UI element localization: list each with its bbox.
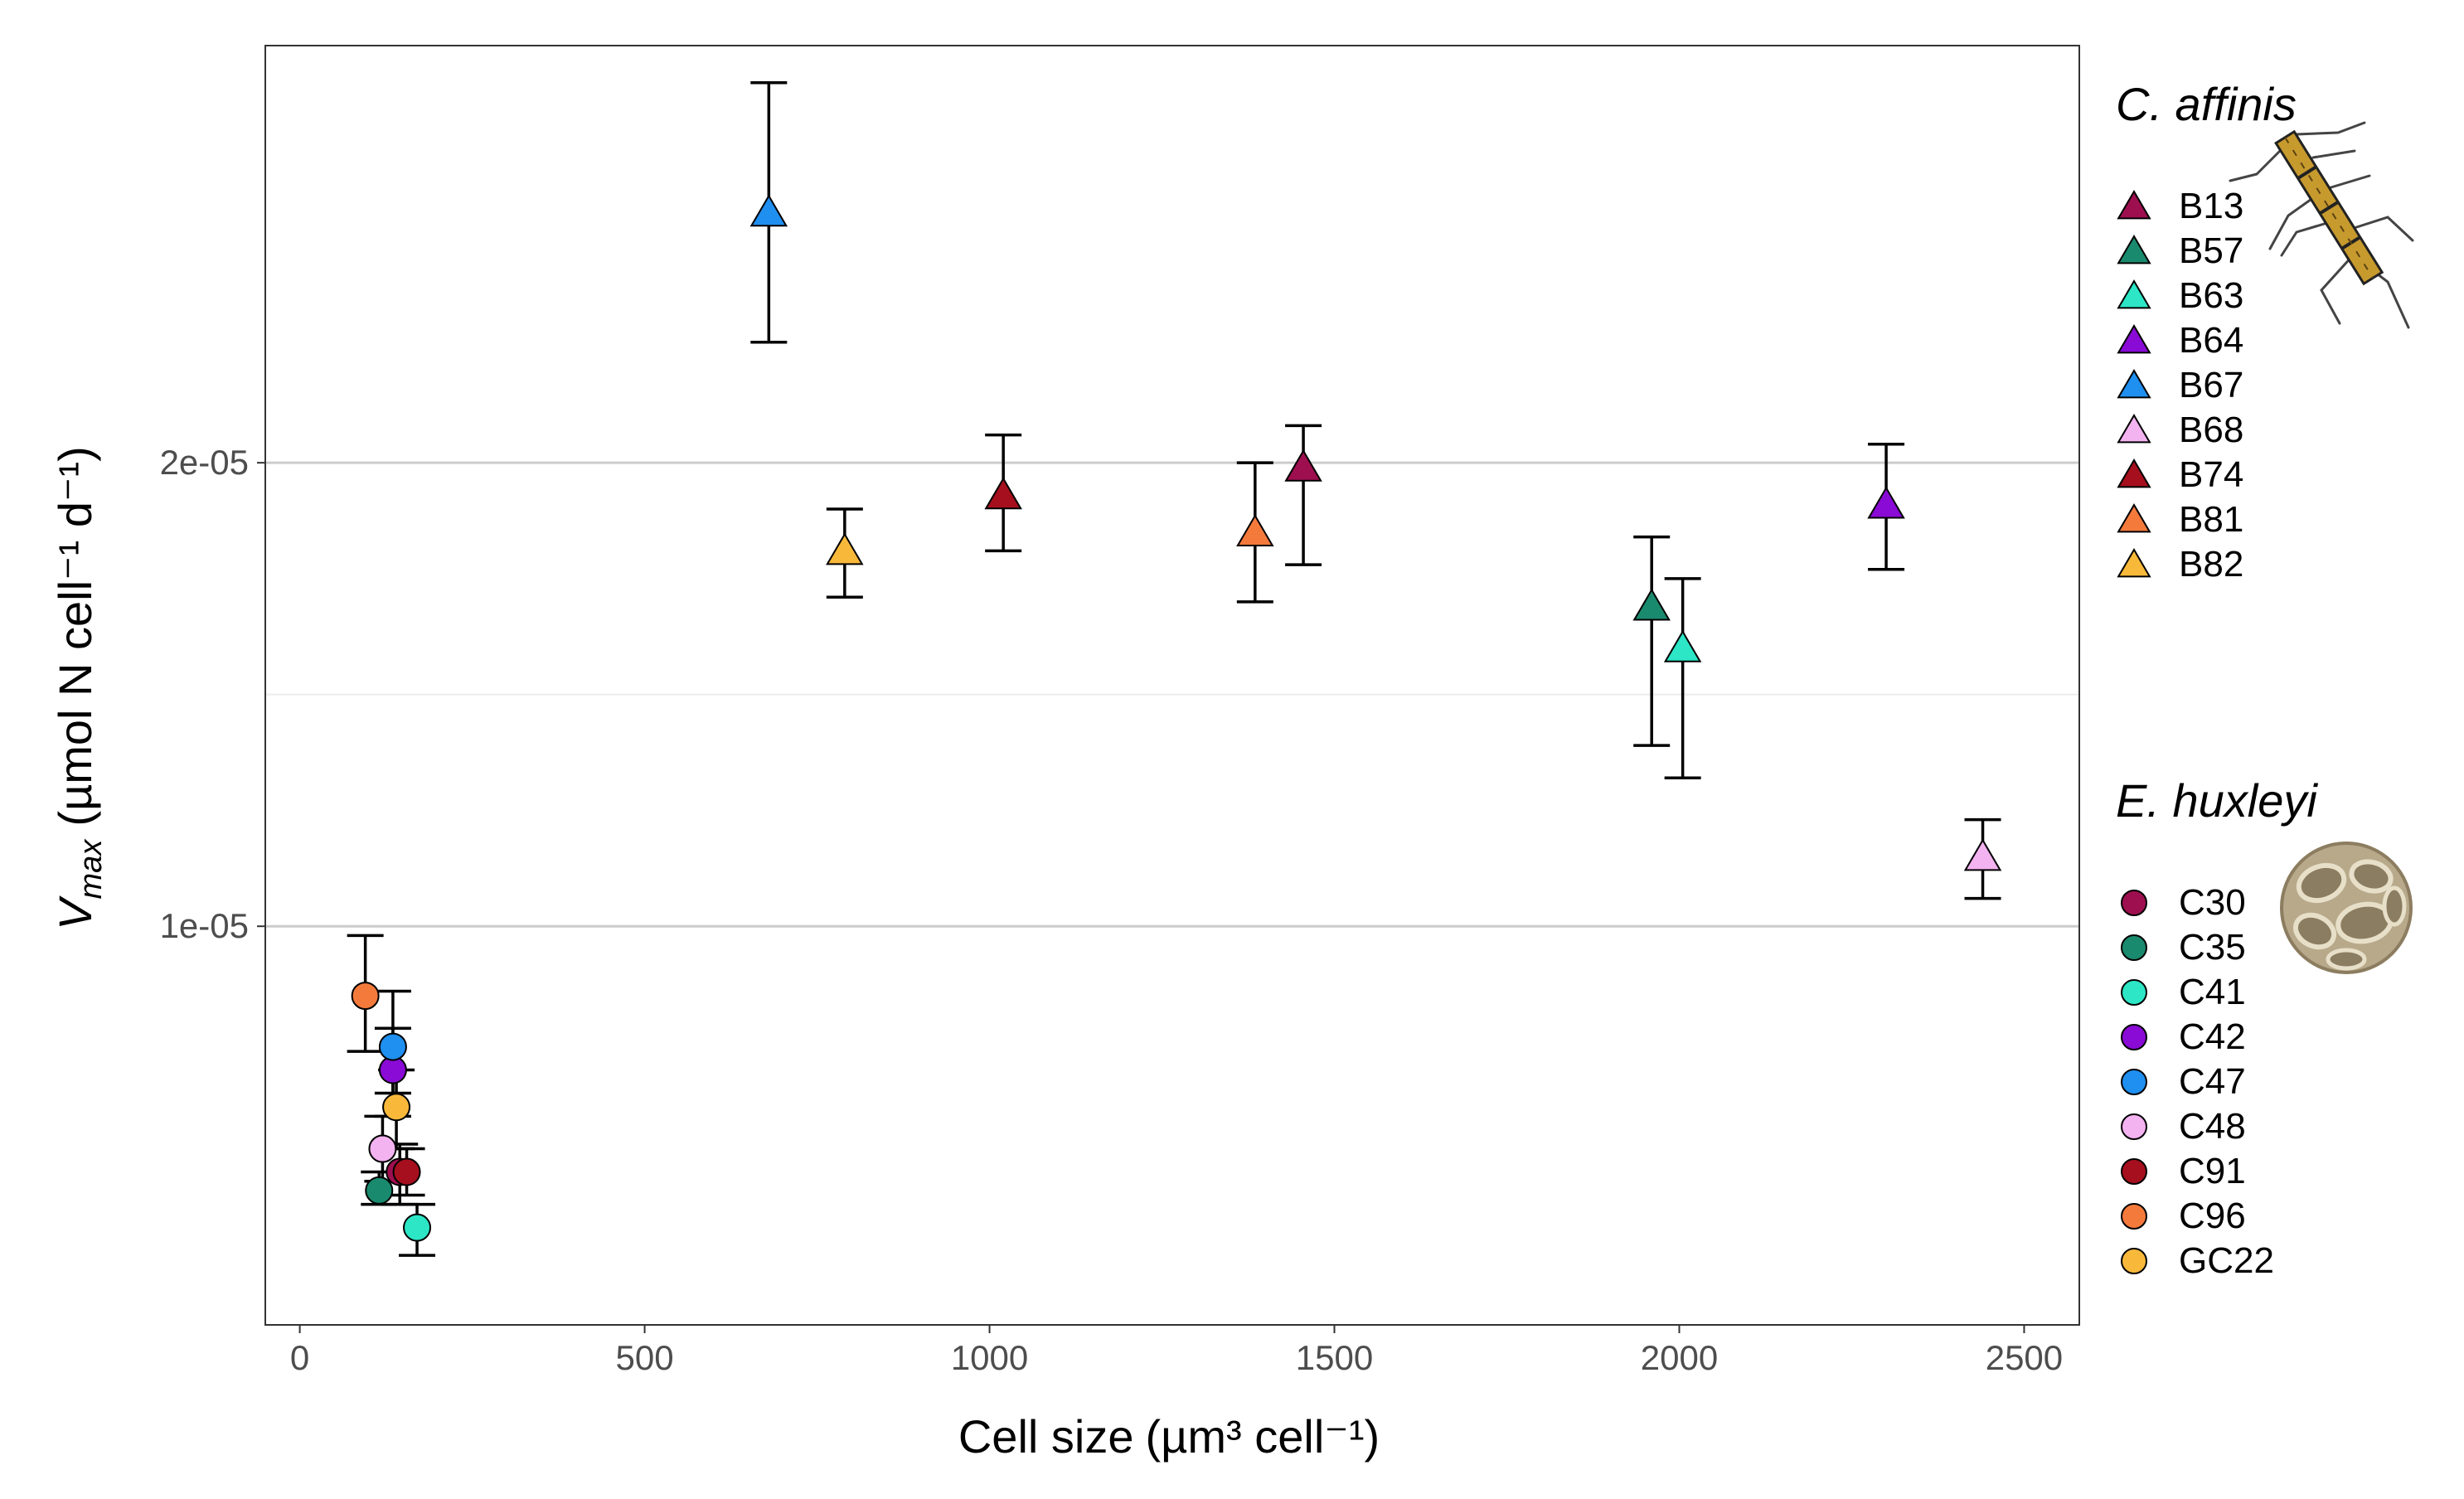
legend-key (2121, 1024, 2147, 1050)
legend-key (2117, 548, 2151, 578)
legend-item-c47: C47 (2121, 1061, 2246, 1102)
legend-key (2117, 235, 2151, 264)
legend-item-c96: C96 (2121, 1196, 2246, 1236)
x-tick-label: 2500 (1986, 1338, 2063, 1377)
legend-key (2117, 369, 2151, 399)
point-b67 (749, 194, 788, 227)
panel-border (264, 45, 2080, 1326)
legend-item-b68: B68 (2117, 410, 2243, 450)
legend-item-b63: B63 (2117, 275, 2243, 316)
point-b63 (1663, 629, 1702, 662)
legend-title: C. affinis (2116, 78, 2297, 130)
point-b82 (826, 532, 864, 565)
point-b81 (1236, 514, 1274, 547)
legend-item-b82: B82 (2117, 544, 2243, 585)
legend-label: B67 (2179, 365, 2243, 405)
legend-key (2121, 1113, 2147, 1140)
legend-item-c42: C42 (2121, 1016, 2246, 1057)
legend-label: B13 (2179, 186, 2243, 226)
error-bar-b57 (1633, 535, 1671, 747)
y-axis-title: Vmax(µmol N cell⁻¹ d⁻¹) (49, 446, 109, 930)
x-tick-label: 1000 (951, 1338, 1028, 1377)
x-tick-label: 500 (616, 1338, 674, 1377)
point-c48 (368, 1134, 397, 1163)
legend-key (2121, 1248, 2147, 1274)
legend-label: B81 (2179, 499, 2243, 540)
legend-key (2121, 1203, 2147, 1230)
legend-key (2117, 190, 2151, 220)
x-tick-label: 0 (290, 1338, 309, 1377)
legend-label: C30 (2179, 882, 2246, 923)
legend-item-c30: C30 (2121, 882, 2246, 923)
legend-key (2117, 414, 2151, 444)
legend-label: GC22 (2179, 1240, 2274, 1281)
legend-key (2117, 279, 2151, 309)
point-b68 (1963, 838, 2002, 871)
legend-label: C35 (2179, 927, 2246, 968)
x-tick-label: 2000 (1641, 1338, 1718, 1377)
point-b74 (984, 477, 1022, 510)
legend-item-c35: C35 (2121, 927, 2246, 968)
diatom-chain-icon (2229, 121, 2414, 329)
point-b13 (1284, 449, 1322, 482)
legend-key (2121, 979, 2147, 1006)
legend-key (2121, 934, 2147, 961)
legend-item-b67: B67 (2117, 365, 2243, 405)
legend-key (2121, 890, 2147, 916)
point-gc22 (382, 1093, 411, 1122)
legend-item-b74: B74 (2117, 454, 2243, 495)
legend-key (2117, 458, 2151, 488)
point-b57 (1632, 588, 1671, 621)
x-axis-title: Cell size (µm³ cell⁻¹) (958, 1410, 1380, 1463)
y-tick-label: 2e-05 (160, 443, 249, 482)
legend-key (2121, 1069, 2147, 1095)
legend-key (2117, 324, 2151, 354)
legend-item-b57: B57 (2117, 230, 2243, 271)
legend-item-b64: B64 (2117, 320, 2243, 361)
major-gridlines (265, 461, 2079, 928)
legend-title: E. huxleyi (2116, 774, 2318, 827)
x-tick-label: 1500 (1296, 1338, 1373, 1377)
legend-label: B82 (2179, 544, 2243, 585)
x-axis-ticks: 0 500 1000 1500 2000 2500 (290, 1325, 2063, 1377)
error-bar-b63 (1664, 577, 1701, 780)
legend-item-gc22: GC22 (2121, 1240, 2274, 1281)
data-points (351, 194, 2002, 1242)
panel-background (265, 46, 2079, 1325)
legend-label: C41 (2179, 972, 2246, 1012)
point-c96 (351, 982, 380, 1011)
error-bar-b13 (1285, 424, 1322, 566)
y-axis-ticks: 1e-05 2e-05 (160, 443, 265, 945)
legend-label: B68 (2179, 410, 2243, 450)
point-b64 (1867, 486, 1905, 519)
legend-item-c91: C91 (2121, 1151, 2246, 1191)
legend-label: B74 (2179, 454, 2243, 495)
legend-item-b81: B81 (2117, 499, 2243, 540)
legend-item-b13: B13 (2117, 186, 2243, 226)
point-c47 (378, 1032, 407, 1061)
legend-label: C47 (2179, 1061, 2246, 1102)
legend-key (2121, 1158, 2147, 1185)
point-c41 (403, 1213, 432, 1242)
legend-label: B57 (2179, 230, 2243, 271)
coccolithophore-icon (2280, 842, 2413, 974)
legend-label: C91 (2179, 1151, 2246, 1191)
legend-item-c48: C48 (2121, 1106, 2246, 1147)
legend-label: C96 (2179, 1196, 2246, 1236)
legend-label: C48 (2179, 1106, 2246, 1147)
legend-key (2117, 503, 2151, 533)
legend-label: B64 (2179, 320, 2243, 361)
legend-label: B63 (2179, 275, 2243, 316)
point-c35 (365, 1176, 394, 1205)
y-tick-label: 1e-05 (160, 906, 249, 945)
point-c91 (392, 1157, 421, 1186)
legend-item-c41: C41 (2121, 972, 2246, 1012)
legend-label: C42 (2179, 1016, 2246, 1057)
